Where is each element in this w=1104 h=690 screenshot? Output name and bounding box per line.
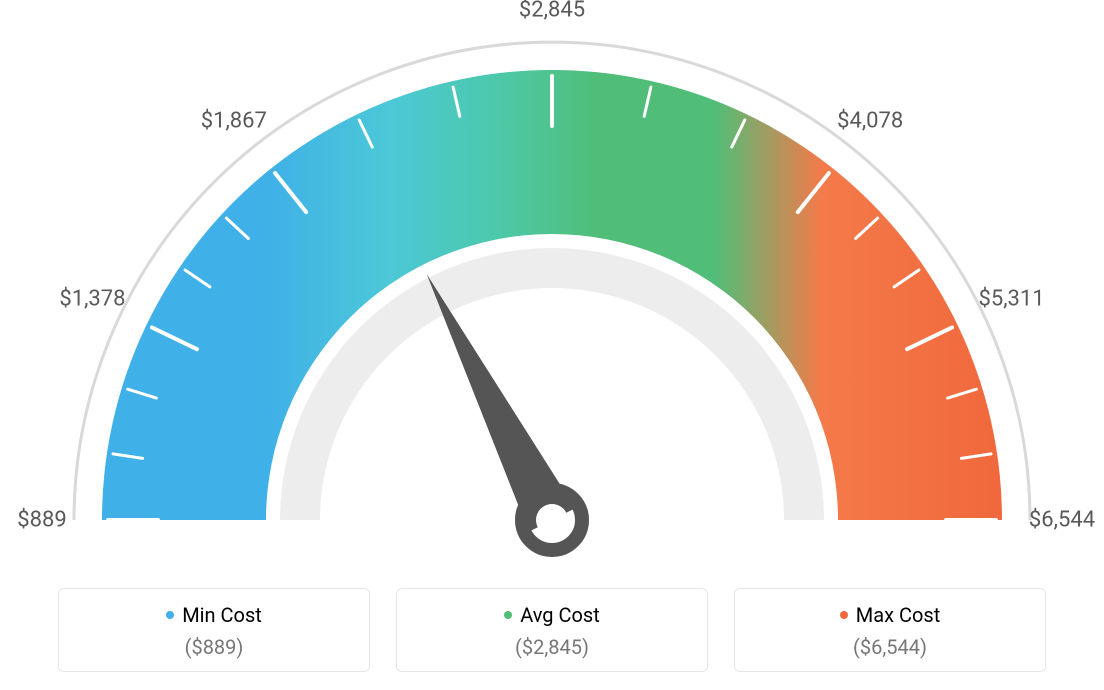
gauge-tick-label: $6,544 [1029,508,1095,533]
legend-value-max: ($6,544) [735,635,1045,659]
legend-value-min: ($889) [59,635,369,659]
gauge-tick-label: $4,078 [837,109,903,134]
legend-value-avg: ($2,845) [397,635,707,659]
legend-card-max: Max Cost ($6,544) [734,588,1046,672]
legend-label-avg: Avg Cost [504,603,600,627]
gauge-tick-label: $1,867 [201,109,267,134]
cost-gauge-chart: $889 $1,378 $1,867 $2,845 $4,078 $5,311 $6,544… [0,0,1104,690]
gauge-tick-label: $2,845 [519,0,585,23]
legend-card-min: Min Cost ($889) [58,588,370,672]
gauge-tick-label: $5,311 [978,286,1044,311]
gauge-tick-label: $889 [17,508,66,533]
legend-row: Min Cost ($889) Avg Cost ($2,845) Max Co… [58,588,1046,672]
legend-card-avg: Avg Cost ($2,845) [396,588,708,672]
legend-label-text: Avg Cost [520,603,600,627]
dot-icon [504,611,512,619]
dot-icon [166,611,174,619]
legend-label-text: Min Cost [182,603,262,627]
gauge-tick-label: $1,378 [59,286,125,311]
gauge-svg [0,0,1104,560]
dot-icon [840,611,848,619]
legend-label-text: Max Cost [856,603,941,627]
legend-label-min: Min Cost [166,603,262,627]
gauge: $889 $1,378 $1,867 $2,845 $4,078 $5,311 $6,544 [0,0,1104,560]
legend-label-max: Max Cost [840,603,941,627]
